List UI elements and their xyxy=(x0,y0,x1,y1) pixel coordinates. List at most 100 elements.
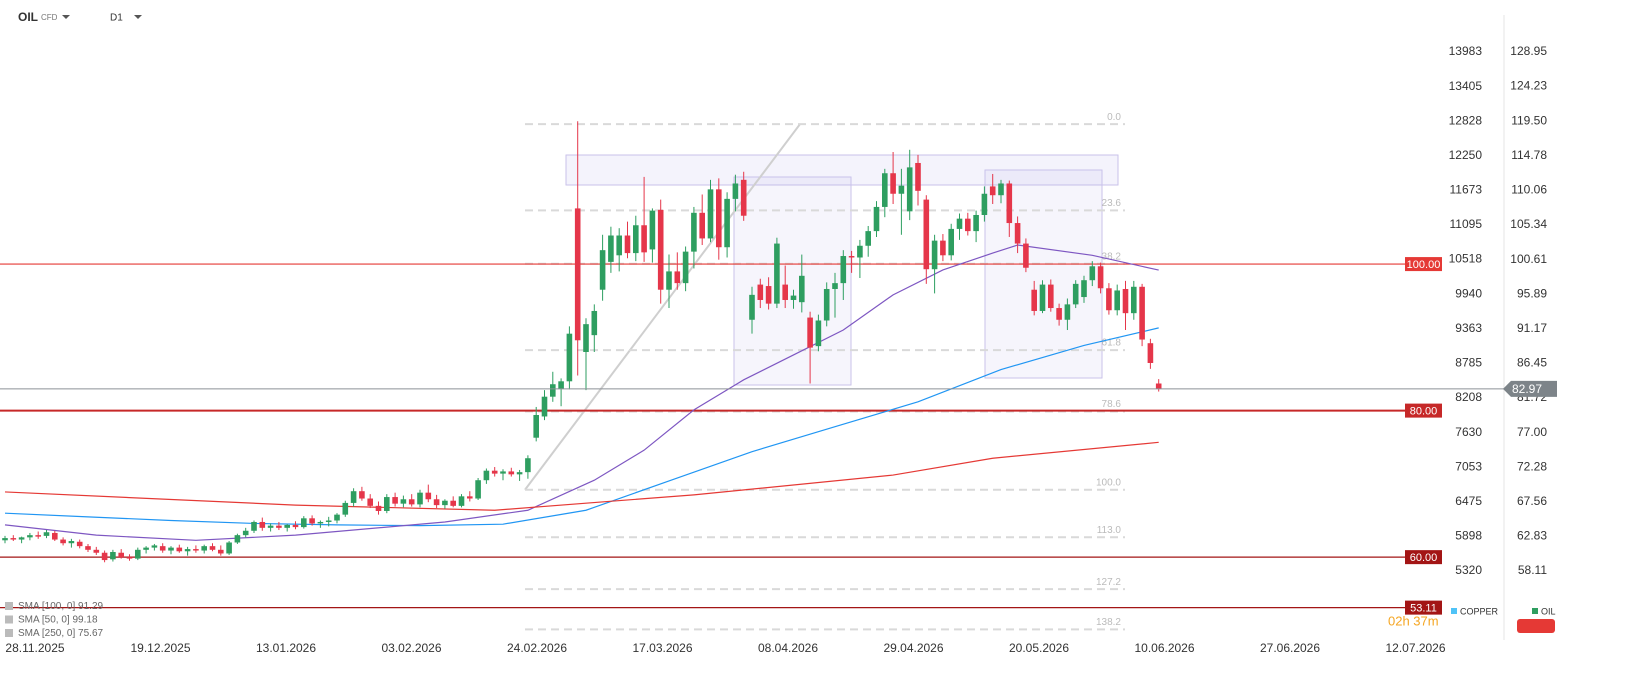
candle-body xyxy=(491,470,498,474)
legend-icon xyxy=(5,602,13,610)
candle-body xyxy=(915,162,921,191)
y2-tick-label: 10518 xyxy=(1449,252,1483,266)
x-tick-label: 13.01.2026 xyxy=(256,641,316,655)
y2-tick-label: 5898 xyxy=(1455,529,1482,543)
y-tick-label: 100.61 xyxy=(1510,252,1547,266)
fib-label: 38.2 xyxy=(1102,251,1122,262)
candle-body xyxy=(541,396,548,417)
candle-body xyxy=(500,471,506,474)
level-label-bg xyxy=(1405,600,1442,615)
candle-body xyxy=(276,525,282,528)
candle-body xyxy=(790,295,797,300)
candle-body xyxy=(550,384,556,397)
candle-body xyxy=(931,240,938,270)
candle-body xyxy=(301,518,307,528)
candle-body xyxy=(608,235,614,262)
candle-body xyxy=(641,225,647,253)
candle-body xyxy=(1106,288,1112,311)
candle-body xyxy=(60,539,66,544)
candle-body xyxy=(234,535,241,543)
candle-body xyxy=(1114,290,1120,311)
candle-body xyxy=(840,256,847,284)
legend-value: 99.18 xyxy=(72,614,97,625)
y2-tick-label: 13983 xyxy=(1449,44,1483,58)
legend-icon xyxy=(5,629,13,637)
candle-body xyxy=(1089,266,1096,281)
candle-body xyxy=(126,557,133,559)
symbol[interactable]: OIL xyxy=(18,10,38,24)
x-tick-label: 12.07.2026 xyxy=(1385,641,1445,655)
header: OIL CFD D1 xyxy=(18,10,142,24)
candle-body xyxy=(1097,266,1104,289)
last-price-bg xyxy=(1503,380,1557,397)
candle-body xyxy=(508,471,515,475)
candle-body xyxy=(1023,243,1029,268)
y-tick-label: 105.34 xyxy=(1510,217,1547,231)
countdown: 02h 37m xyxy=(1388,613,1439,628)
x-tick-label: 20.05.2026 xyxy=(1009,641,1069,655)
candle-body xyxy=(882,173,888,207)
y-tick-label: 114.78 xyxy=(1511,148,1547,162)
candle-body xyxy=(458,496,465,506)
candle-body xyxy=(1048,284,1054,309)
legend-swatch xyxy=(1451,608,1457,614)
y-tick-label: 119.50 xyxy=(1511,113,1547,127)
candle-body xyxy=(599,250,606,290)
candle-body xyxy=(1122,288,1129,314)
y-tick-label: 95.89 xyxy=(1517,286,1547,300)
trade-button[interactable] xyxy=(1517,619,1555,633)
candle-body xyxy=(865,231,871,246)
candle-body xyxy=(392,497,398,504)
candle-body xyxy=(425,492,432,500)
candle-body xyxy=(533,415,539,438)
y-tick-label: 124.23 xyxy=(1510,79,1547,93)
candle-body xyxy=(43,532,50,536)
candle-body xyxy=(591,310,598,336)
candle-body xyxy=(342,502,349,515)
candle-body xyxy=(566,333,573,382)
y2-tick-label: 6475 xyxy=(1455,494,1482,508)
fib-label: 23.6 xyxy=(1102,198,1122,209)
candle-body xyxy=(857,245,863,258)
symbol-type[interactable]: CFD xyxy=(41,13,58,22)
candle-body xyxy=(657,209,664,290)
candle-body xyxy=(699,212,705,239)
x-tick-label: 24.02.2026 xyxy=(507,641,567,655)
y-tick-label: 91.17 xyxy=(1517,321,1547,335)
candle-body xyxy=(732,183,739,199)
candle-body xyxy=(1031,289,1037,311)
interval[interactable]: D1 xyxy=(110,13,123,24)
y2-tick-label: 12828 xyxy=(1449,113,1483,127)
candle-body xyxy=(400,499,407,504)
candle-body xyxy=(193,549,199,551)
dropdown-arrow[interactable] xyxy=(134,15,142,19)
candle-body xyxy=(616,235,622,256)
candle-body xyxy=(782,284,788,300)
y2-tick-label: 9363 xyxy=(1455,321,1482,335)
candle-body xyxy=(110,552,116,560)
legend-value: 91.29 xyxy=(78,601,103,612)
legend-name: SMA [50, 0] xyxy=(18,614,70,625)
y-tick-label: 86.45 xyxy=(1517,356,1547,370)
candle-body xyxy=(674,271,681,284)
candle-body xyxy=(359,491,365,499)
candle-body xyxy=(18,537,25,540)
candle-body xyxy=(226,542,232,554)
candle-body xyxy=(184,549,191,552)
candle-body xyxy=(583,324,589,352)
candle-body xyxy=(724,198,730,248)
fib-label: 127.2 xyxy=(1096,577,1121,588)
candle-body xyxy=(10,538,17,540)
candle-body xyxy=(998,183,1004,196)
candle-body xyxy=(251,521,257,531)
candle-body xyxy=(35,535,41,537)
y2-tick-label: 7053 xyxy=(1455,459,1482,473)
legend-entry: SMA [100, 0] 91.29 xyxy=(18,601,104,612)
candle-body xyxy=(807,317,813,348)
level-label: 53.11 xyxy=(1410,603,1437,615)
candle-body xyxy=(176,547,183,552)
candle-body xyxy=(442,500,448,506)
dropdown-arrow[interactable] xyxy=(62,15,70,19)
